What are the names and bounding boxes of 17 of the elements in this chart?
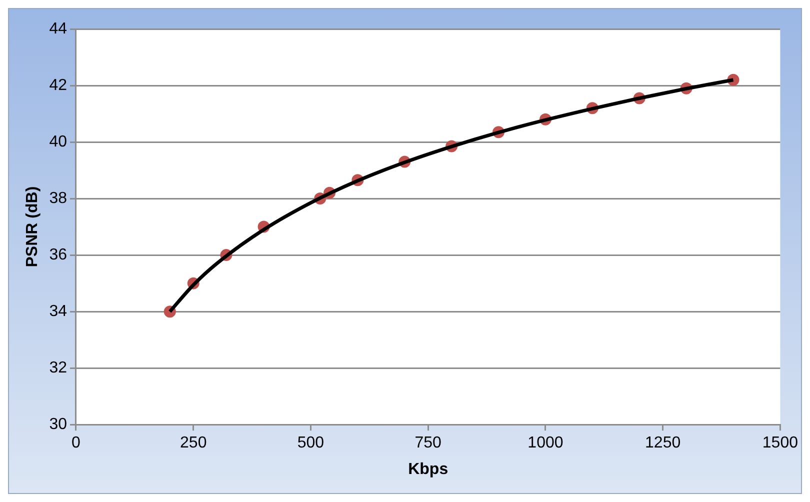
x-tick-label: 1250 (645, 434, 681, 452)
x-tick-label: 1500 (762, 434, 798, 452)
y-tick-label: 40 (49, 133, 68, 150)
x-tick-label: 750 (414, 434, 442, 452)
y-tick-label: 42 (49, 76, 68, 94)
y-tick-label: 36 (49, 246, 68, 264)
x-axis-title: Kbps (408, 460, 448, 478)
y-axis-title: PSNR (dB) (24, 186, 42, 268)
y-tick-label: 30 (49, 416, 68, 434)
y-tick-label: 32 (49, 359, 68, 376)
y-tick-label: 34 (49, 302, 68, 320)
x-tick-label: 250 (180, 434, 207, 452)
y-tick-label: 38 (49, 190, 68, 207)
x-tick-label: 1000 (528, 434, 564, 452)
x-tick-label: 0 (72, 434, 81, 452)
y-tick-label: 44 (49, 20, 68, 38)
x-tick-label: 500 (297, 434, 324, 452)
